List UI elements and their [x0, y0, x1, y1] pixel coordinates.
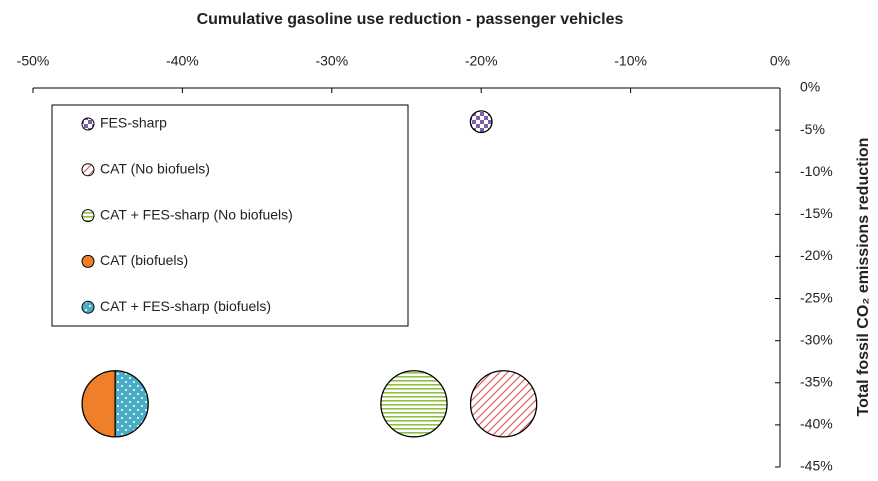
legend-label: FES-sharp — [100, 115, 167, 131]
bubble-half — [81, 370, 116, 438]
legend-marker — [81, 163, 95, 177]
bubble — [380, 370, 448, 438]
y-tick-label: -5% — [800, 121, 825, 137]
bubble — [469, 370, 538, 438]
y-tick-label: -35% — [800, 373, 833, 389]
y-tick-label: -10% — [800, 163, 833, 179]
x-tick-label: 0% — [770, 53, 790, 69]
y-tick-label: -25% — [800, 289, 833, 305]
y-tick-label: -40% — [800, 416, 833, 432]
legend-marker — [81, 300, 95, 314]
y-tick-label: -20% — [800, 247, 833, 263]
x-tick-label: -30% — [315, 53, 348, 69]
legend-label: CAT (No biofuels) — [100, 161, 210, 177]
legend-box — [51, 104, 409, 327]
y-tick-label: 0% — [800, 79, 820, 95]
chart-title: Cumulative gasoline use reduction - pass… — [197, 11, 624, 28]
bubble — [469, 110, 493, 134]
legend-label: CAT (biofuels) — [100, 252, 188, 268]
y-tick-label: -15% — [800, 205, 833, 221]
y-axis-label: Total fossil CO₂ emissions reduction — [855, 138, 872, 417]
x-tick-label: -10% — [614, 53, 647, 69]
legend-label: CAT + FES-sharp (biofuels) — [100, 298, 271, 314]
legend-label: CAT + FES-sharp (No biofuels) — [100, 206, 293, 222]
bubble-half — [114, 370, 149, 438]
legend-marker — [81, 209, 95, 223]
y-tick-label: -30% — [800, 331, 833, 347]
x-tick-label: -50% — [17, 53, 50, 69]
legend-marker — [81, 254, 95, 268]
x-tick-label: -40% — [166, 53, 199, 69]
x-tick-label: -20% — [465, 53, 498, 69]
y-tick-label: -45% — [800, 458, 833, 474]
legend-marker — [81, 117, 95, 131]
